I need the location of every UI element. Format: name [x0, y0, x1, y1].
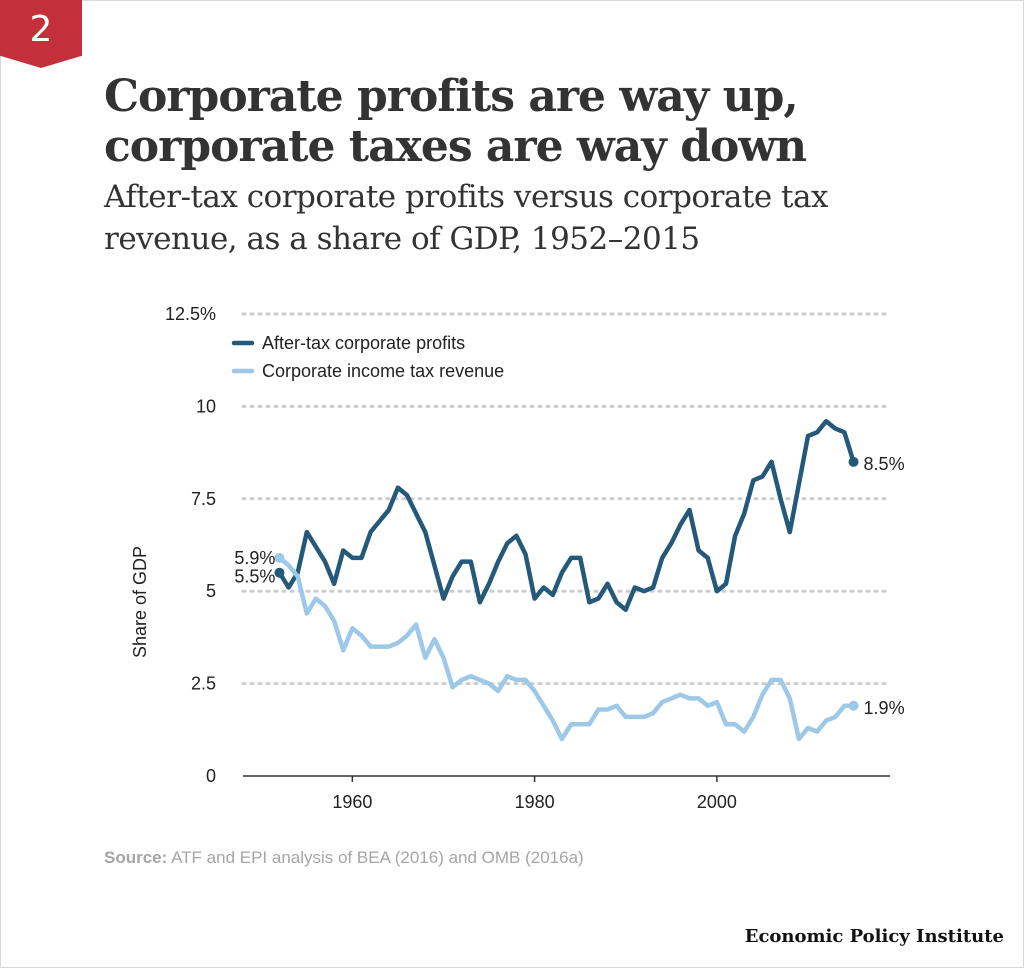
series-end-labels: 8.5% 5.5% 1.9% 5.9%: [234, 454, 904, 718]
legend-label: Corporate income tax revenue: [262, 361, 504, 381]
x-tick-label: 2000: [697, 792, 737, 812]
series-line-tax-revenue: [277, 555, 856, 742]
legend: After-tax corporate profits Corporate inc…: [231, 333, 504, 381]
y-tick-label: 7.5: [191, 489, 216, 509]
y-tick-label: 10: [196, 396, 216, 416]
x-axis-ticks: 1960 1980 2000: [332, 776, 737, 812]
y-axis-label: Share of GDP: [130, 546, 150, 658]
x-tick-label: 1980: [515, 792, 555, 812]
series-start-label: 5.5%: [234, 567, 275, 587]
line-chart: 0 2.5 5 7.5 10 12.5% 1960 1980 2000 Share of GD…: [130, 304, 905, 812]
series-end-dot: [848, 456, 859, 467]
y-tick-label: 12.5%: [165, 304, 216, 324]
series-start-dot: [274, 567, 285, 578]
series-end-dot: [848, 700, 859, 711]
figure-number-badge: 2: [0, 0, 82, 68]
publisher-logo-text: Economic Policy Institute: [744, 926, 1004, 947]
chart-title: Corporate profits are way up, corporate …: [104, 71, 807, 172]
figure-number: 2: [29, 9, 53, 50]
y-tick-label: 2.5: [191, 674, 216, 694]
series-end-label: 8.5%: [864, 454, 905, 474]
series-end-label: 1.9%: [864, 698, 905, 718]
series-line-profits: [277, 418, 856, 612]
y-tick-label: 5: [206, 581, 216, 601]
legend-label: After-tax corporate profits: [262, 333, 465, 353]
series-start-label: 5.9%: [234, 548, 275, 568]
series-lines: [277, 418, 856, 742]
x-tick-label: 1960: [332, 792, 372, 812]
series-start-dot: [274, 552, 285, 563]
source-label: Source:: [104, 848, 168, 867]
chart-subtitle: After-tax corporate profits versus corpo…: [104, 179, 828, 257]
y-axis-ticks: 0 2.5 5 7.5 10 12.5%: [165, 304, 216, 786]
y-tick-label: 0: [206, 766, 216, 786]
source-text: ATF and EPI analysis of BEA (2016) and O…: [171, 848, 584, 867]
source-note: Source: ATF and EPI analysis of BEA (201…: [104, 848, 584, 868]
